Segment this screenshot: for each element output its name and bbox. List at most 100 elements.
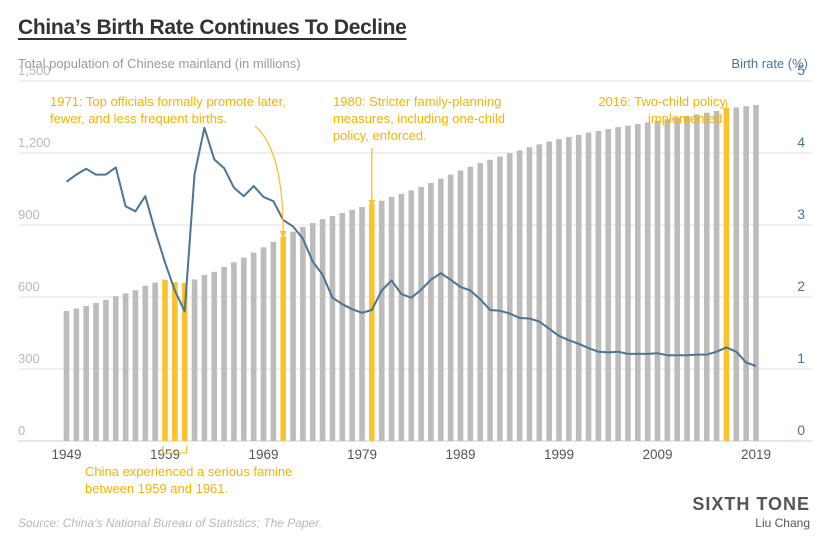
annotation-2016: 2016: Two-child policy implemented. bbox=[598, 94, 726, 126]
x-tick-label: 2019 bbox=[741, 447, 771, 462]
bar bbox=[723, 109, 730, 441]
y-tick-label: 900 bbox=[18, 207, 40, 222]
famine-bracket bbox=[162, 446, 188, 454]
bar bbox=[309, 223, 316, 441]
x-tick-label: 1959 bbox=[150, 447, 180, 462]
bar bbox=[605, 129, 612, 441]
bar bbox=[398, 193, 405, 441]
y-tick-label: 600 bbox=[18, 279, 40, 294]
bar bbox=[181, 282, 188, 441]
bar bbox=[418, 186, 424, 441]
bar bbox=[329, 216, 336, 441]
bar bbox=[231, 262, 237, 441]
bar bbox=[388, 196, 395, 441]
bar bbox=[93, 303, 99, 441]
right-axis-title: Birth rate (%) bbox=[731, 56, 808, 71]
bar bbox=[585, 132, 592, 441]
bar bbox=[615, 127, 621, 441]
bar bbox=[221, 267, 227, 441]
y-tick-label: 0 bbox=[18, 423, 25, 438]
bar bbox=[152, 282, 158, 441]
bar bbox=[349, 209, 355, 441]
bar bbox=[300, 226, 306, 441]
bar bbox=[211, 271, 218, 441]
bar bbox=[201, 274, 208, 441]
bar bbox=[457, 170, 464, 441]
x-tick-label: 1989 bbox=[445, 447, 475, 462]
arrow-head bbox=[368, 200, 376, 207]
bar bbox=[378, 200, 385, 441]
arrow-head bbox=[279, 231, 287, 238]
bar bbox=[408, 190, 415, 441]
annotation-famine: China experienced a serious famine betwe… bbox=[85, 464, 293, 496]
bar bbox=[733, 107, 740, 442]
bar bbox=[270, 241, 277, 441]
bar bbox=[191, 279, 198, 441]
bar bbox=[575, 134, 582, 441]
y2-tick-label: 5 bbox=[797, 62, 805, 78]
bar bbox=[703, 112, 710, 442]
bar bbox=[172, 282, 178, 441]
bar bbox=[280, 236, 286, 441]
bar bbox=[428, 183, 434, 441]
author-credit: Liu Chang bbox=[755, 516, 810, 530]
x-tick-label: 1969 bbox=[248, 447, 278, 462]
bar bbox=[684, 116, 690, 441]
bar bbox=[516, 150, 523, 442]
bar bbox=[664, 119, 671, 441]
bar bbox=[73, 308, 80, 441]
birth-rate-line bbox=[65, 126, 757, 368]
x-tick-label: 1999 bbox=[544, 447, 574, 462]
bar bbox=[369, 204, 375, 441]
bar bbox=[83, 305, 89, 441]
bar bbox=[506, 153, 513, 442]
y2-tick-label: 4 bbox=[797, 134, 805, 150]
annotation-connector bbox=[254, 125, 284, 234]
y2-tick-label: 0 bbox=[797, 422, 805, 438]
bar bbox=[63, 310, 70, 441]
bar bbox=[713, 111, 720, 441]
bar bbox=[536, 144, 543, 442]
bar bbox=[566, 136, 572, 442]
bar bbox=[112, 296, 119, 441]
bar bbox=[241, 257, 247, 441]
bar bbox=[162, 279, 168, 441]
bar bbox=[319, 219, 326, 441]
bar bbox=[674, 117, 680, 441]
bar bbox=[644, 122, 651, 441]
bar bbox=[438, 178, 444, 441]
bar bbox=[250, 252, 257, 441]
bar bbox=[260, 247, 267, 441]
annotation-1980: 1980: Stricter family-planning measures,… bbox=[333, 94, 505, 143]
x-tick-label: 2009 bbox=[642, 447, 672, 462]
arrow-head bbox=[722, 108, 730, 115]
bar bbox=[654, 120, 661, 441]
bar bbox=[546, 141, 552, 442]
bar bbox=[487, 159, 493, 441]
y-tick-label: 1,200 bbox=[18, 135, 51, 150]
left-axis-title: Total population of Chinese mainland (in… bbox=[18, 56, 301, 71]
brand-logo: SIXTH TONE bbox=[692, 494, 810, 514]
bar bbox=[556, 139, 562, 441]
bar bbox=[467, 166, 474, 441]
bar bbox=[290, 231, 296, 441]
bar bbox=[447, 174, 454, 441]
chart-title: China’s Birth Rate Continues To Decline bbox=[18, 16, 407, 39]
bar bbox=[103, 299, 109, 441]
bar bbox=[359, 207, 365, 441]
annotation-1971: 1971: Top officials formally promote lat… bbox=[50, 94, 286, 126]
x-tick-label: 1949 bbox=[51, 447, 81, 462]
bar bbox=[122, 293, 129, 441]
bar bbox=[595, 130, 602, 442]
bar bbox=[339, 213, 346, 441]
x-tick-label: 1979 bbox=[347, 447, 377, 462]
bar bbox=[477, 163, 483, 441]
bar bbox=[142, 285, 149, 441]
bar bbox=[132, 290, 139, 441]
y2-tick-label: 3 bbox=[797, 206, 805, 222]
source-note: Source: China’s National Bureau of Stati… bbox=[18, 516, 323, 530]
bar bbox=[635, 123, 641, 442]
bar bbox=[497, 156, 503, 441]
bar bbox=[743, 106, 749, 441]
bar bbox=[753, 105, 759, 441]
